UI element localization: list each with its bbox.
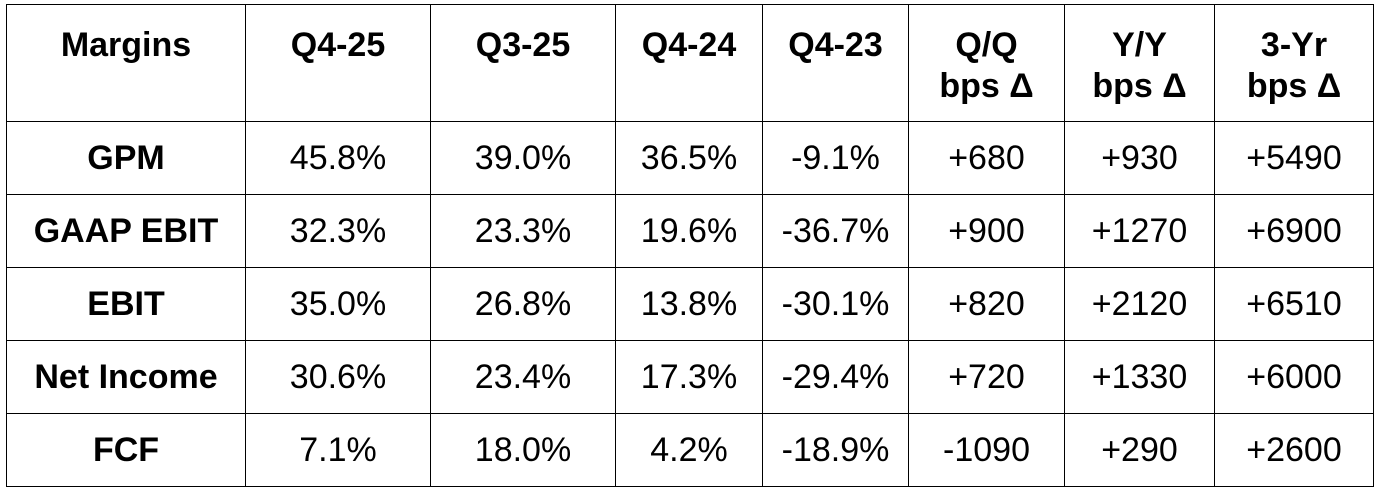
cell-qq-bps: +820	[908, 267, 1065, 341]
header-yy-line2: bps Δ	[1092, 67, 1187, 105]
cell-q4-25: 35.0%	[245, 267, 431, 341]
header-q3-25: Q3-25	[430, 4, 616, 122]
cell-q4-23: -18.9%	[762, 413, 909, 487]
header-q4-24: Q4-24	[615, 4, 763, 122]
table-row-fcf: FCF 7.1% 18.0% 4.2% -18.9% -1090 +290 +2…	[6, 413, 1374, 487]
header-3yr-line2: bps Δ	[1246, 67, 1342, 105]
row-label: Net Income	[6, 340, 246, 414]
header-yy-line1: Y/Y	[1112, 26, 1167, 64]
table-row-gaap-ebit: GAAP EBIT 32.3% 23.3% 19.6% -36.7% +900 …	[6, 194, 1374, 268]
margins-table: Margins Q4-25 Q3-25 Q4-24 Q4-23 Q/Q bps …	[6, 4, 1374, 487]
cell-q4-24: 13.8%	[615, 267, 763, 341]
row-label: EBIT	[6, 267, 246, 341]
cell-yy-bps: +2120	[1064, 267, 1215, 341]
cell-q4-25: 30.6%	[245, 340, 431, 414]
cell-q4-23: -29.4%	[762, 340, 909, 414]
cell-3yr-bps: +5490	[1214, 121, 1374, 195]
cell-qq-bps: +900	[908, 194, 1065, 268]
cell-q4-24: 4.2%	[615, 413, 763, 487]
cell-qq-bps: +720	[908, 340, 1065, 414]
cell-q4-25: 32.3%	[245, 194, 431, 268]
cell-q4-25: 7.1%	[245, 413, 431, 487]
cell-q3-25: 26.8%	[430, 267, 616, 341]
header-yy-bps-delta: Y/Y bps Δ	[1064, 4, 1215, 122]
table-header: Margins Q4-25 Q3-25 Q4-24 Q4-23 Q/Q bps …	[6, 4, 1374, 122]
cell-q4-23: -9.1%	[762, 121, 909, 195]
cell-q3-25: 18.0%	[430, 413, 616, 487]
row-label: GPM	[6, 121, 246, 195]
cell-qq-bps: -1090	[908, 413, 1065, 487]
header-qq-line1: Q/Q	[955, 26, 1018, 64]
cell-q3-25: 39.0%	[430, 121, 616, 195]
cell-yy-bps: +930	[1064, 121, 1215, 195]
cell-q4-24: 17.3%	[615, 340, 763, 414]
cell-q4-24: 36.5%	[615, 121, 763, 195]
header-margins: Margins	[6, 4, 246, 122]
table-row-ebit: EBIT 35.0% 26.8% 13.8% -30.1% +820 +2120…	[6, 267, 1374, 341]
table-body: GPM 45.8% 39.0% 36.5% -9.1% +680 +930 +5…	[6, 121, 1374, 487]
cell-3yr-bps: +6000	[1214, 340, 1374, 414]
header-q4-23: Q4-23	[762, 4, 909, 122]
header-3yr-line1: 3-Yr	[1260, 26, 1328, 64]
cell-q4-23: -36.7%	[762, 194, 909, 268]
header-q4-25: Q4-25	[245, 4, 431, 122]
cell-yy-bps: +1270	[1064, 194, 1215, 268]
row-label: FCF	[6, 413, 246, 487]
cell-q4-24: 19.6%	[615, 194, 763, 268]
header-qq-bps-delta: Q/Q bps Δ	[908, 4, 1065, 122]
cell-q3-25: 23.3%	[430, 194, 616, 268]
cell-qq-bps: +680	[908, 121, 1065, 195]
cell-q4-23: -30.1%	[762, 267, 909, 341]
header-qq-line2: bps Δ	[939, 67, 1034, 105]
header-row: Margins Q4-25 Q3-25 Q4-24 Q4-23 Q/Q bps …	[6, 4, 1374, 122]
cell-yy-bps: +1330	[1064, 340, 1215, 414]
table-row-gpm: GPM 45.8% 39.0% 36.5% -9.1% +680 +930 +5…	[6, 121, 1374, 195]
table-row-net-income: Net Income 30.6% 23.4% 17.3% -29.4% +720…	[6, 340, 1374, 414]
cell-3yr-bps: +6900	[1214, 194, 1374, 268]
row-label: GAAP EBIT	[6, 194, 246, 268]
cell-yy-bps: +290	[1064, 413, 1215, 487]
header-3yr-bps-delta: 3-Yr bps Δ	[1214, 4, 1374, 122]
cell-q3-25: 23.4%	[430, 340, 616, 414]
cell-3yr-bps: +2600	[1214, 413, 1374, 487]
cell-3yr-bps: +6510	[1214, 267, 1374, 341]
cell-q4-25: 45.8%	[245, 121, 431, 195]
